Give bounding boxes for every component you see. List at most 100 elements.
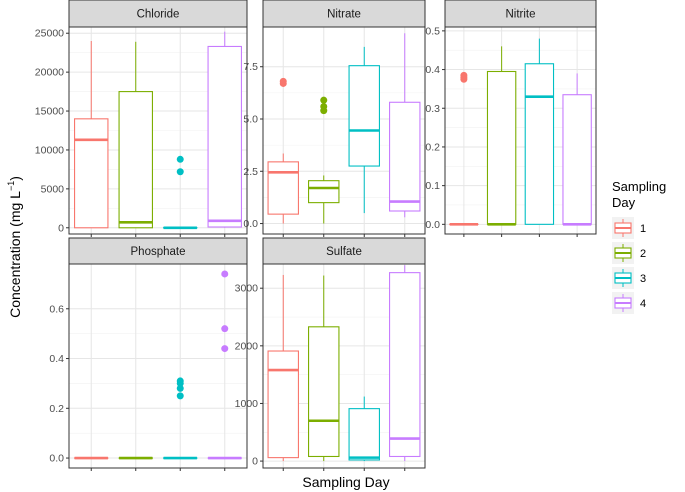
tick-label-y: 0.0 xyxy=(425,219,440,231)
box-body xyxy=(308,326,340,458)
outlier-point xyxy=(176,155,184,163)
box-nitrite-day-3 xyxy=(524,38,555,225)
tick-label-y: 0.1 xyxy=(425,180,440,192)
tick-label-y: 2000 xyxy=(235,340,259,352)
box-body xyxy=(267,350,299,459)
tick-label-y: 20000 xyxy=(35,67,64,79)
box-nitrate-day-3 xyxy=(348,46,380,214)
outlier-point xyxy=(320,96,328,104)
box-body xyxy=(389,272,421,458)
outlier-point xyxy=(320,102,328,110)
box-phosphate-day-4 xyxy=(207,270,242,460)
tick-label-y: 0.6 xyxy=(49,303,64,315)
legend-title-line1: Sampling xyxy=(612,179,666,194)
tick-label-y: 25000 xyxy=(35,28,64,40)
panel-border-nitrite xyxy=(444,26,597,235)
box-body xyxy=(348,65,380,167)
strip-label-phosphate: Phosphate xyxy=(131,246,186,258)
outlier-point xyxy=(221,270,229,278)
strip-label-chloride: Chloride xyxy=(137,9,180,21)
box-body xyxy=(562,94,592,225)
box-nitrate-day-1 xyxy=(267,77,299,224)
box-chloride-day-1 xyxy=(74,41,109,229)
outlier-point xyxy=(279,77,287,85)
legend-title-line2: Day xyxy=(612,195,636,210)
tick-label-y: 0.0 xyxy=(49,453,64,465)
tick-label-y: 7.5 xyxy=(243,61,258,73)
tick-label-y: 0.4 xyxy=(425,64,440,76)
legend-item-4: 4 xyxy=(612,292,646,314)
box-nitrite-day-4 xyxy=(562,73,592,226)
legend-item-3: 3 xyxy=(612,267,646,289)
box-chloride-day-3 xyxy=(163,155,198,230)
box-body xyxy=(207,45,242,228)
strip-phosphate xyxy=(68,237,248,265)
strip-label-sulfate: Sulfate xyxy=(326,246,362,258)
tick-label-y: 0.4 xyxy=(49,353,64,365)
box-nitrate-day-4 xyxy=(389,33,421,218)
panel-sulfate: Sulfate 0 1000 2000 3000 xyxy=(235,237,426,471)
outlier-point xyxy=(221,325,229,333)
tick-label-y: 15000 xyxy=(35,106,64,118)
legend-item-2: 2 xyxy=(612,242,646,264)
box-sulfate-day-1 xyxy=(267,274,299,462)
box-phosphate-day-3 xyxy=(163,377,198,460)
tick-label-y: 0 xyxy=(252,456,258,468)
tick-label-y: 0.2 xyxy=(49,403,64,415)
legend-item-1: 1 xyxy=(612,217,646,239)
x-axis-title: Sampling Day xyxy=(302,474,389,490)
outlier-point xyxy=(176,392,184,400)
box-chloride-day-4 xyxy=(207,31,242,228)
panel-border-nitrate xyxy=(262,26,426,235)
box-nitrate-day-2 xyxy=(308,96,340,224)
panel-border-sulfate xyxy=(262,263,426,469)
box-body xyxy=(524,63,555,225)
facet-panels: Chloride0500010000150002000025000Nitrate… xyxy=(35,0,597,471)
outlier-point xyxy=(176,384,184,392)
tick-label-y: 0.2 xyxy=(425,141,440,153)
outlier-point xyxy=(176,168,184,176)
legend-label-2: 2 xyxy=(640,248,646,260)
panel-border-phosphate xyxy=(68,263,248,469)
tick-label-y: 0.3 xyxy=(425,103,440,115)
tick-label-y: 0 xyxy=(58,222,64,234)
panel-border-chloride xyxy=(68,26,248,235)
tick-label-y: 5.0 xyxy=(243,114,258,126)
strip-label-nitrite: Nitrite xyxy=(505,9,535,21)
outlier-point xyxy=(460,71,468,79)
box-nitrite-day-1 xyxy=(449,71,479,226)
tick-label-y: 10000 xyxy=(35,144,64,156)
strip-chloride xyxy=(68,0,248,28)
legend-label-4: 4 xyxy=(640,298,646,310)
panel-bg-phosphate xyxy=(69,264,247,468)
panel-phosphate: Phosphate 0.0 0.2 0.4 0.6 xyxy=(49,237,248,471)
tick-label-y: 2.5 xyxy=(243,166,258,178)
box-sulfate-day-2 xyxy=(308,275,340,462)
panel-chloride: Chloride 0 5000 10000 15000 20000 25000 xyxy=(35,0,248,237)
legend-label-1: 1 xyxy=(640,223,646,235)
tick-label-y: 0.5 xyxy=(425,25,440,37)
box-body xyxy=(118,91,153,229)
box-body xyxy=(74,118,109,229)
tick-label-y: 1000 xyxy=(235,398,259,410)
box-nitrite-day-2 xyxy=(486,46,517,226)
strip-nitrate xyxy=(262,0,426,28)
box-sulfate-day-3 xyxy=(348,396,380,462)
box-body xyxy=(348,408,380,461)
tick-label-y: 3000 xyxy=(235,283,259,295)
box-body xyxy=(389,101,421,212)
tick-label-y: 0.0 xyxy=(243,218,258,230)
outlier-point xyxy=(176,377,184,385)
box-chloride-day-2 xyxy=(118,41,153,229)
panel-nitrite: Nitrite 0.0 0.1 0.2 0.3 0.4 0.5 xyxy=(425,0,597,237)
y-axis-title: Concentration (mg L−1) xyxy=(6,176,23,318)
outlier-point xyxy=(221,345,229,353)
legend: Sampling Day 1 2 3 4 xyxy=(612,179,666,314)
box-sulfate-day-4 xyxy=(389,265,421,462)
panel-nitrate: Nitrate 0.0 2.5 5.0 7.5 xyxy=(243,0,426,237)
tick-label-y: 5000 xyxy=(41,183,65,195)
box-body xyxy=(267,161,299,215)
strip-label-nitrate: Nitrate xyxy=(327,9,361,21)
box-body xyxy=(308,180,340,204)
